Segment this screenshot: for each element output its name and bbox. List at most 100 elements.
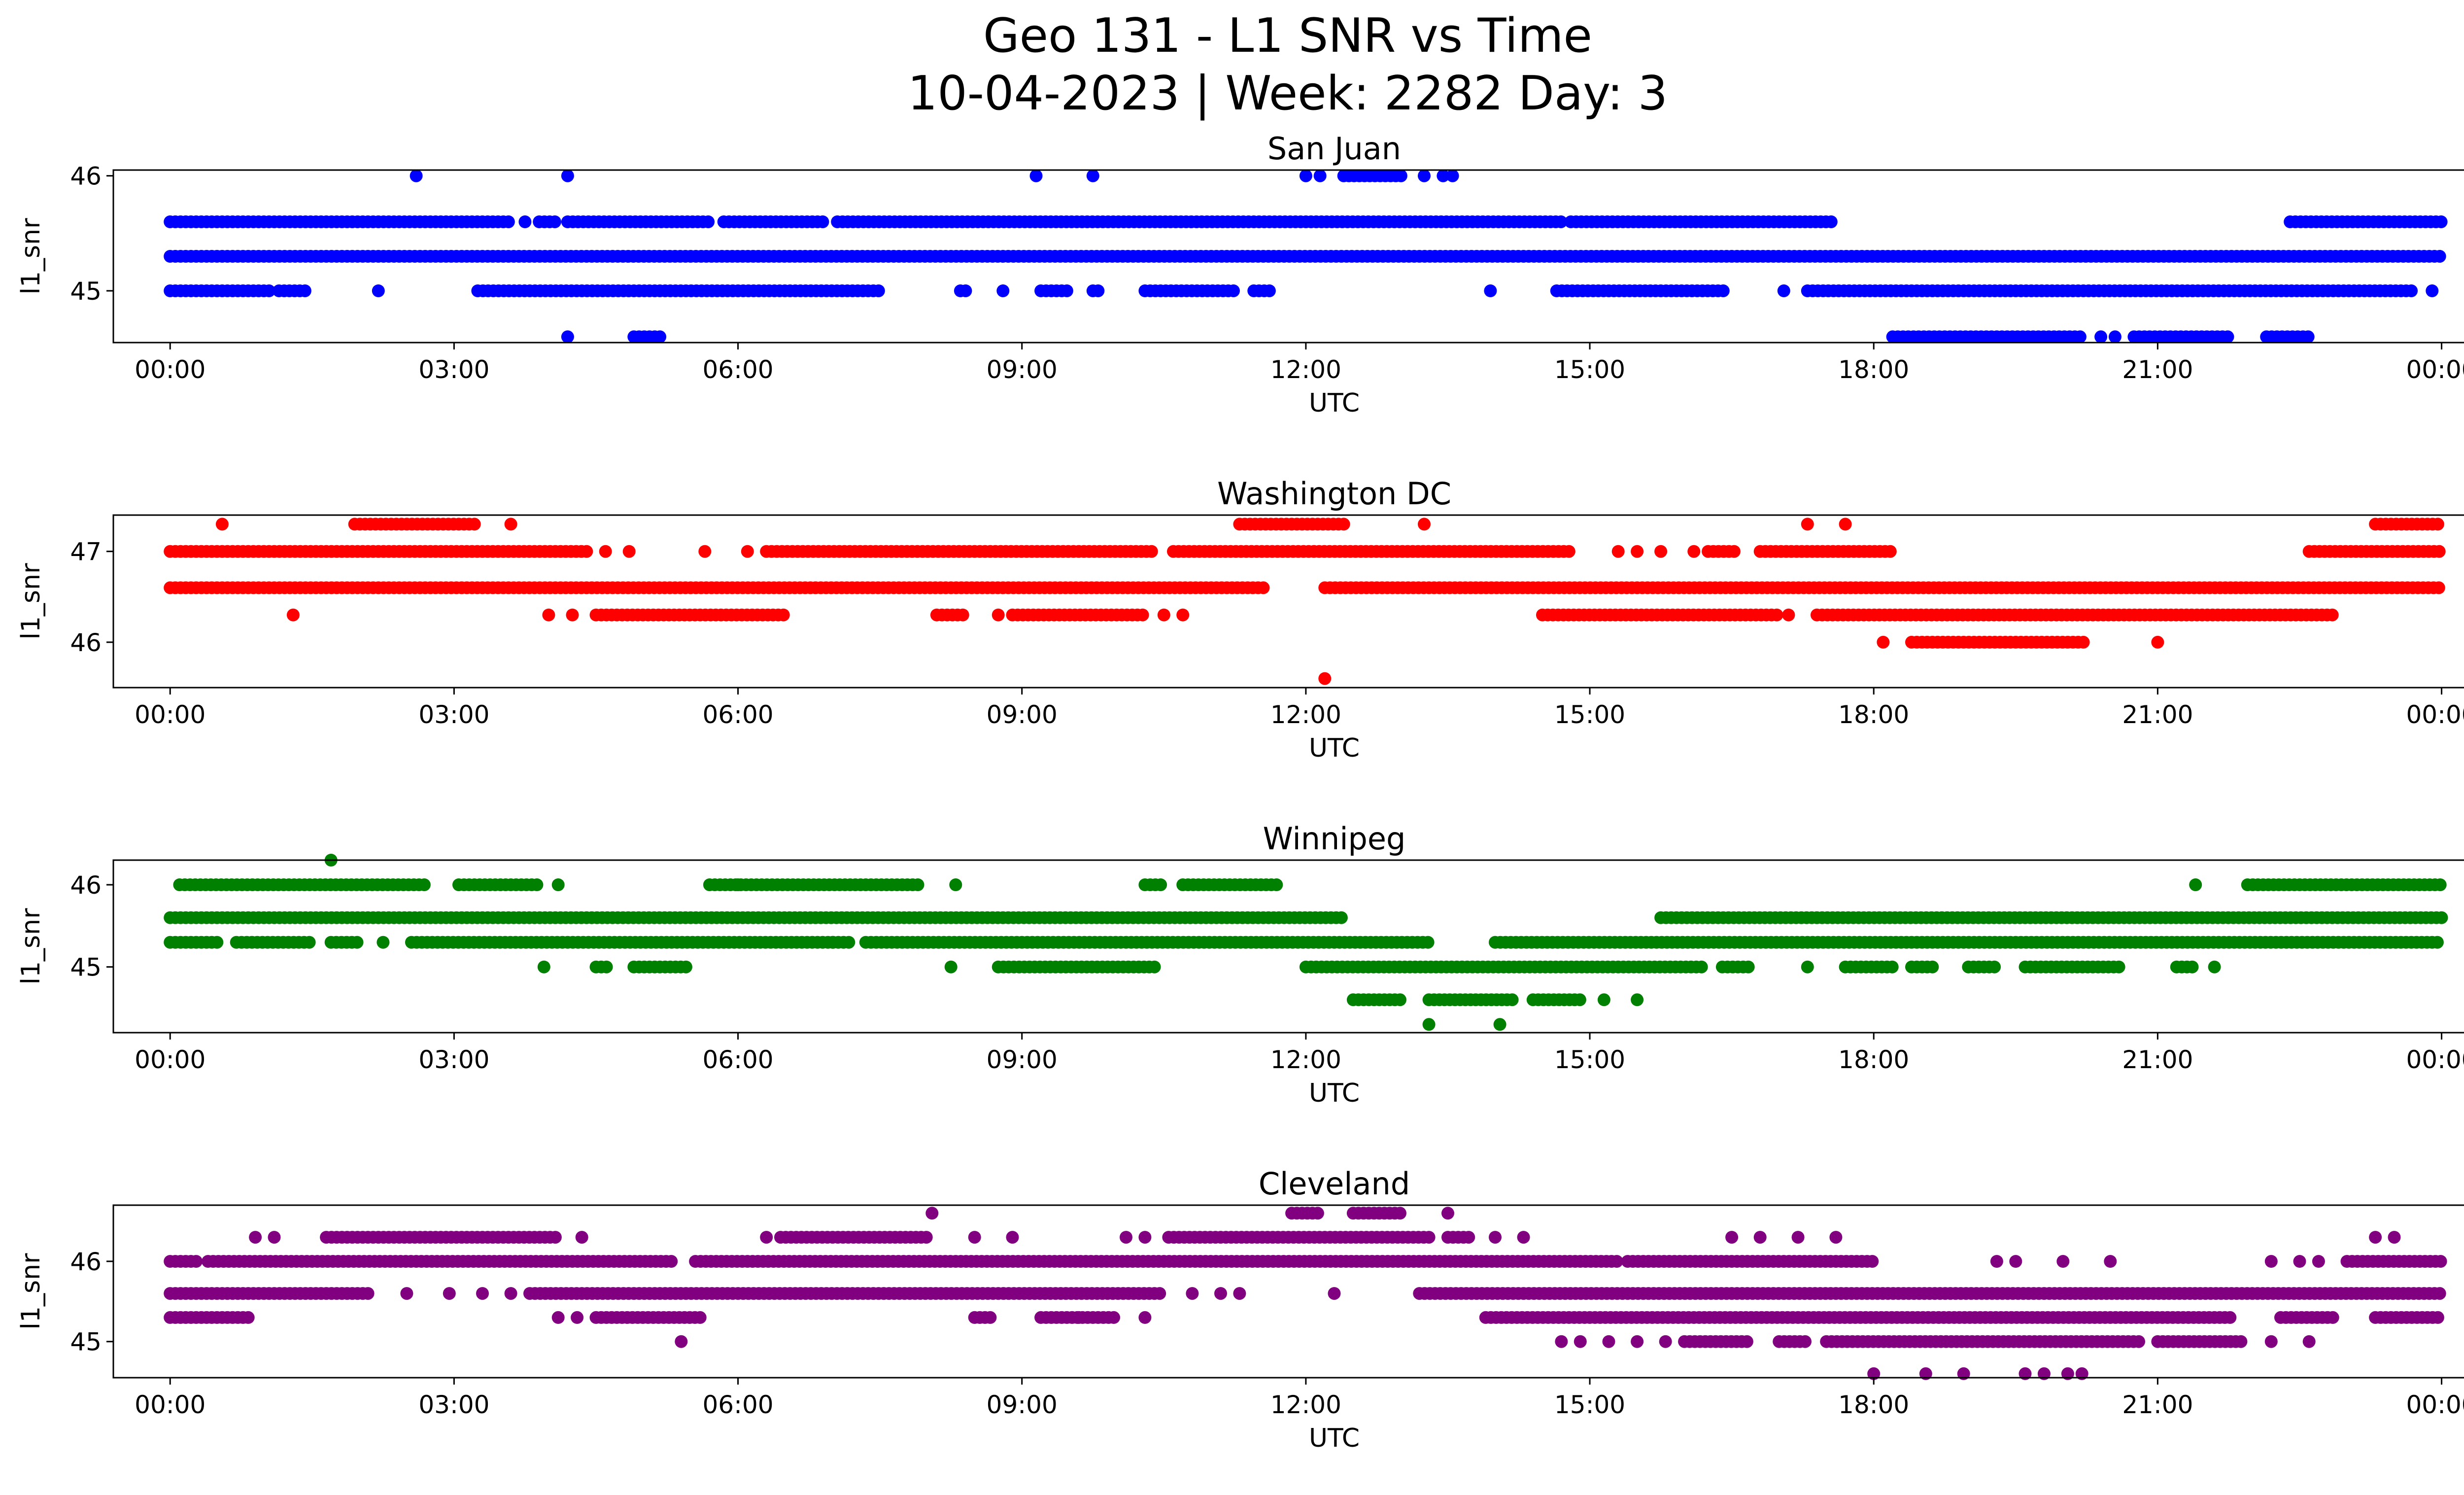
panel-title: San Juan [1267,131,1401,167]
x-tick-label: 00:00 [2406,355,2464,384]
data-point [1687,545,1701,558]
data-point [561,330,574,344]
data-point [872,284,885,297]
data-point [1299,169,1312,182]
data-point [1029,169,1043,182]
data-point [1136,608,1149,622]
data-point [1270,878,1283,891]
data-point [2077,635,2090,649]
data-point [1829,1231,1843,1244]
data-point [1227,284,1240,297]
data-point [675,1335,688,1348]
y-axis-label: l1_snr [16,1253,46,1330]
data-point [693,1311,707,1324]
data-point [575,1231,588,1244]
data-point [1318,672,1332,685]
data-point [1659,1335,1672,1348]
data-point [298,284,311,297]
data-point [1176,608,1190,622]
data-point [2433,250,2446,263]
x-tick-label: 09:00 [987,1391,1058,1419]
data-point [1107,1311,1120,1324]
data-point [2151,635,2164,649]
data-point [665,1255,678,1268]
data-point [1421,936,1435,949]
y-tick-label: 46 [70,871,102,900]
data-point [1602,1335,1615,1348]
series-points [164,169,2448,344]
data-point [2104,1255,2117,1268]
data-point [1885,960,1899,973]
data-point [1573,993,1586,1007]
data-point [1072,1311,1085,1324]
data-point [241,1311,255,1324]
data-point [944,960,958,973]
data-point [2108,330,2122,344]
data-point [1725,1231,1739,1244]
data-point [1597,993,1610,1007]
data-point [551,878,565,891]
panel-title: Winnipeg [1263,821,1406,857]
data-point [1554,215,1568,228]
data-point [249,1231,262,1244]
data-point [1753,1231,1767,1244]
data-point [268,1231,281,1244]
data-point [286,608,300,622]
x-tick-label: 21:00 [2122,355,2193,384]
data-point [1418,169,1431,182]
data-point [1441,1207,1454,1220]
data-point [731,878,745,891]
x-axis-label: UTC [1309,1424,1360,1453]
x-tick-label: 03:00 [418,1391,489,1419]
data-point [400,1287,413,1300]
data-point [1313,169,1327,182]
y-tick-label: 45 [70,1328,102,1356]
data-point [1337,518,1350,531]
data-point [1631,993,1644,1007]
data-point [2431,518,2444,531]
data-point [1006,1231,1019,1244]
data-point [2432,581,2445,594]
y-tick-label: 45 [70,277,102,306]
data-point [2326,1311,2339,1324]
data-point [1866,1255,1879,1268]
data-point [911,878,924,891]
data-point [1716,284,1730,297]
x-tick-label: 15:00 [1554,1045,1625,1074]
data-point [1311,1207,1324,1220]
x-tick-label: 18:00 [1838,1391,1909,1419]
x-tick-label: 12:00 [1270,1391,1341,1419]
data-point [949,878,962,891]
x-tick-label: 12:00 [1270,1045,1341,1074]
data-point [504,1287,517,1300]
data-point [548,215,561,228]
data-point [2426,284,2439,297]
data-point [2208,960,2221,973]
data-point [1263,284,1276,297]
data-point [1517,1231,1530,1244]
data-point [679,960,692,973]
x-tick-label: 03:00 [418,1045,489,1074]
data-point [1086,169,1099,182]
data-point [2312,1255,2325,1268]
data-point [372,284,385,297]
data-point [303,936,316,949]
y-tick-label: 47 [70,538,102,566]
data-point [210,936,224,949]
x-tick-label: 00:00 [135,1391,205,1419]
data-point [1988,960,2001,973]
data-point [190,1255,203,1268]
data-point [2264,1335,2278,1348]
data-point [2186,960,2199,973]
data-point [2112,960,2125,973]
data-point [1394,993,1406,1007]
figure-title-line2: 10-04-2023 | Week: 2282 Day: 3 [908,67,1668,121]
data-point [741,545,754,558]
data-point [1782,608,1795,622]
data-point [1257,581,1270,594]
data-point [1562,545,1575,558]
axes-frame [112,169,2464,344]
